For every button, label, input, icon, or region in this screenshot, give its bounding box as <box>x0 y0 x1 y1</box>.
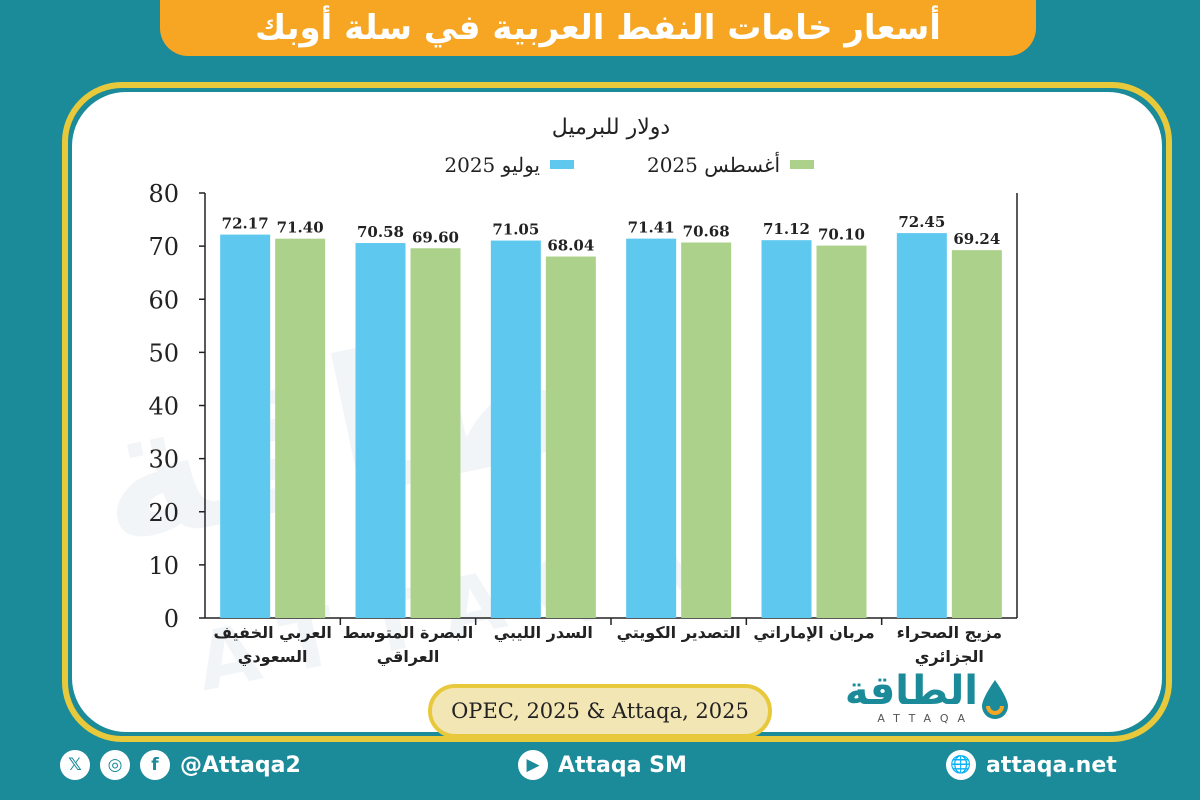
website-link[interactable]: 🌐 attaqa.net <box>946 750 1117 780</box>
source-label: OPEC, 2025 & Attaqa, 2025 <box>428 684 772 738</box>
bar-july <box>220 234 271 619</box>
data-label: 71.12 <box>763 220 810 238</box>
bar-august <box>681 242 732 618</box>
data-label: 70.10 <box>818 226 865 244</box>
data-label: 71.41 <box>628 219 675 237</box>
data-label: 71.40 <box>277 219 324 237</box>
facebook-icon[interactable]: f <box>140 750 170 780</box>
logo-latin: ATTAQA <box>877 712 974 725</box>
x-tick-label: الجزائري <box>915 647 984 667</box>
x-tick-label: مزيج الصحراء <box>897 623 1002 642</box>
logo-arabic: الطاقة <box>844 668 978 714</box>
data-label: 72.45 <box>898 213 945 231</box>
y-tick-label: 80 <box>148 180 179 208</box>
data-label: 70.58 <box>357 223 404 241</box>
y-tick-label: 20 <box>148 499 179 527</box>
y-tick-label: 30 <box>148 446 179 474</box>
bar-august <box>545 256 596 618</box>
globe-icon: 🌐 <box>946 750 976 780</box>
social-links: 𝕏 ◎ f @Attaqa2 <box>60 750 301 780</box>
x-tick-label: العربي الخفيف <box>213 623 331 643</box>
bar-july <box>355 243 406 618</box>
data-label: 69.60 <box>412 228 459 246</box>
y-tick-label: 70 <box>148 233 179 261</box>
x-tick-label: السدر الليبي <box>494 623 593 643</box>
y-tick-label: 40 <box>148 393 179 421</box>
legend-label: يوليو 2025 <box>444 153 540 177</box>
x-tick-label: السعودي <box>238 647 308 667</box>
y-tick-label: 10 <box>148 552 179 580</box>
youtube-label: Attaqa SM <box>558 752 687 778</box>
data-label: 70.68 <box>683 223 730 241</box>
y-tick-label: 50 <box>148 339 179 367</box>
legend-swatch <box>790 160 814 169</box>
chart-title: دولار للبرميل <box>552 115 670 140</box>
data-label: 68.04 <box>547 237 594 255</box>
website-label: attaqa.net <box>986 752 1117 778</box>
x-tick-label: مربان الإماراتي <box>753 623 874 643</box>
youtube-link[interactable]: ▶ Attaqa SM <box>518 750 687 780</box>
bar-august <box>410 248 461 618</box>
data-label: 69.24 <box>953 230 1000 248</box>
bar-july <box>896 233 947 618</box>
y-tick-label: 0 <box>164 605 179 633</box>
drop-icon <box>982 680 1008 719</box>
bar-july <box>761 240 812 619</box>
youtube-icon: ▶ <box>518 750 548 780</box>
social-handle[interactable]: @Attaqa2 <box>180 752 301 778</box>
y-tick-label: 60 <box>148 286 179 314</box>
instagram-icon[interactable]: ◎ <box>100 750 130 780</box>
data-label: 71.05 <box>492 221 539 239</box>
bar-july <box>490 240 541 618</box>
x-tick-label: التصدير الكويتي <box>617 623 741 643</box>
x-icon[interactable]: 𝕏 <box>60 750 90 780</box>
bar-august <box>951 250 1002 618</box>
card-border <box>62 82 1172 742</box>
bar-august <box>275 238 326 618</box>
attaqa-logo: الطاقة ATTAQA <box>838 668 1008 728</box>
data-label: 72.17 <box>222 215 269 233</box>
page-title: أسعار خامات النفط العربية في سلة أوبك <box>160 0 1036 56</box>
bar-august <box>816 245 867 618</box>
footer: 𝕏 ◎ f @Attaqa2 ▶ Attaqa SM 🌐 attaqa.net <box>0 740 1200 800</box>
bar-july <box>626 238 677 618</box>
x-tick-label: البصرة المتوسط <box>343 623 473 642</box>
x-tick-label: العراقي <box>377 647 440 667</box>
legend-swatch <box>550 160 574 169</box>
legend-label: أغسطس 2025 <box>647 151 780 177</box>
